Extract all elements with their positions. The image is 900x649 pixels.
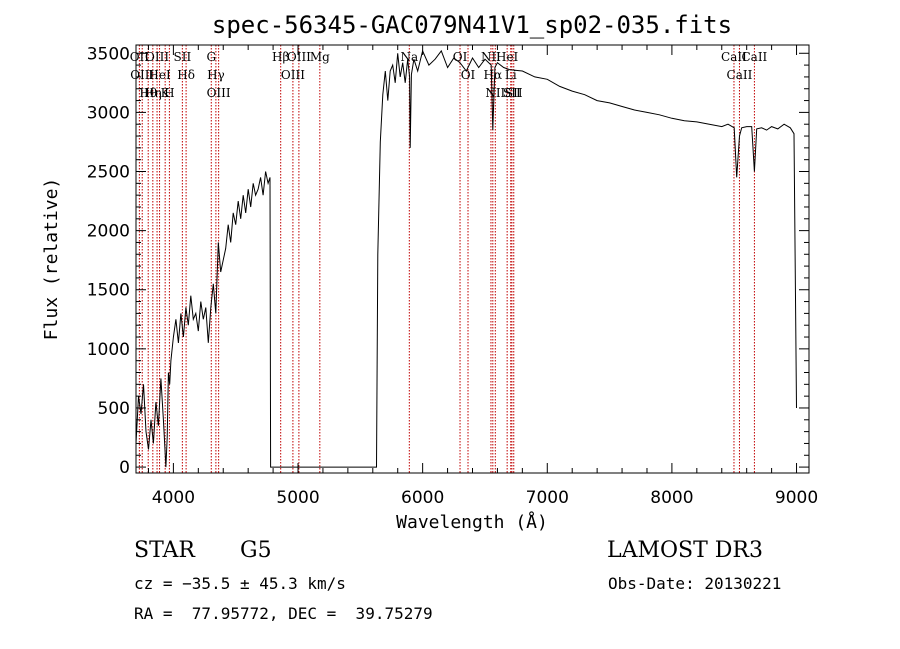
survey-name: LAMOST DR3 [607,538,763,563]
line-label-16: Mg [310,50,330,64]
spectrum-chart: spec-56345-GAC079N41V1_sp02-035.fits OII… [41,11,818,533]
y-axis-label: Flux (relative) [41,178,62,341]
line-label-11: Hγ [207,68,225,82]
line-label-6: K [161,86,171,100]
x-axis-label: Wavelength (Å) [396,511,548,533]
x-tick-label-0: 4000 [152,488,195,508]
chart-title: spec-56345-GAC079N41V1_sp02-035.fits [212,11,732,39]
y-tick-label-4: 2000 [87,222,130,242]
line-label-29: CaII [741,50,767,64]
spectral-line-labels: OIIOIIIHθHηOIIIHeIKHSIIHδGHγOIIIHβOIIIOI… [130,50,768,100]
line-label-8: SII [174,50,192,64]
y-tick-label-1: 500 [98,399,130,419]
line-label-10: G [206,50,216,64]
line-label-22: NII [485,86,505,100]
y-tick-label-0: 0 [119,458,130,478]
flux-series-line [135,49,797,468]
y-tick-label-7: 3500 [87,44,130,64]
line-label-3: Hη [144,86,162,100]
line-label-26: SII [505,86,523,100]
x-tick-label-3: 7000 [526,488,569,508]
line-label-23: HeI [496,50,519,64]
line-label-27: CaII [721,50,747,64]
line-label-15: OIII [287,50,311,64]
line-label-25: SII [503,86,521,100]
spectral-line-markers [138,45,755,473]
line-label-19: OI [461,68,476,82]
line-label-24: Li [505,68,517,82]
x-tick-label-4: 8000 [650,488,693,508]
redshift-cz: cz = −35.5 ± 45.3 km/s [134,574,346,593]
line-label-28: CaII [727,68,753,82]
ra-dec-coordinates: RA = 77.95772, DEC = 39.75279 [134,604,433,623]
observation-date: Obs-Date: 20130221 [608,574,782,593]
line-label-7: H [164,86,174,100]
y-tick-label-2: 1000 [87,340,130,360]
y-tick-label-3: 1500 [87,281,130,301]
x-tick-label-5: 9000 [775,488,818,508]
x-tick-label-2: 6000 [401,488,444,508]
line-label-4: OIII [145,50,169,64]
line-label-18: OI [453,50,468,64]
object-class: STAR [134,538,195,563]
line-label-5: HeI [148,68,171,82]
line-label-21: Hα [484,68,503,82]
line-label-2: Hθ [139,86,157,100]
y-axis-ticks: 0 500 1000 1500 2000 2500 3000 3500 [87,44,809,478]
line-label-9: Hδ [177,68,195,82]
line-label-17: Na [400,50,418,64]
y-tick-label-6: 3000 [87,103,130,123]
line-label-13: Hβ [272,50,289,64]
x-tick-label-1: 5000 [276,488,319,508]
line-label-14: OIII [281,68,305,82]
plot-frame [135,44,810,474]
x-axis-ticks: 4000 5000 6000 7000 8000 9000 [147,45,818,508]
line-label-12: OIII [207,86,231,100]
object-subclass: G5 [240,538,272,563]
y-tick-label-5: 2500 [87,163,130,183]
